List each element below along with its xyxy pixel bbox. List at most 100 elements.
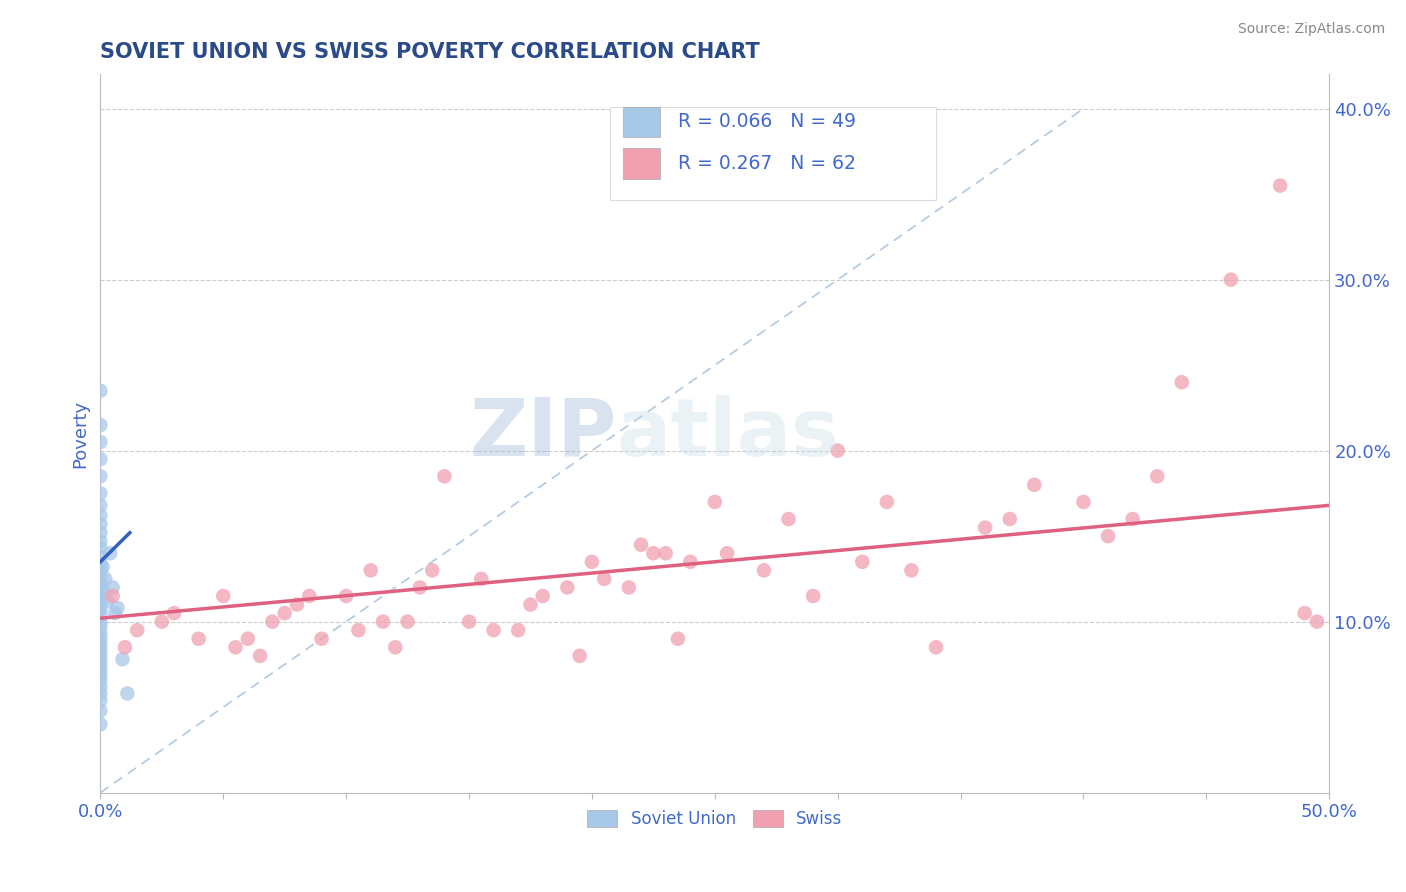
Point bbox=[91, 560, 114, 574]
Point bbox=[89, 534, 111, 549]
Point bbox=[262, 615, 284, 629]
Point bbox=[1219, 272, 1241, 286]
Point bbox=[89, 549, 111, 564]
Point bbox=[225, 640, 247, 655]
Point bbox=[89, 541, 111, 555]
Point bbox=[285, 598, 308, 612]
Point bbox=[433, 469, 456, 483]
Point bbox=[127, 624, 149, 638]
Point bbox=[617, 581, 640, 595]
Point bbox=[581, 555, 603, 569]
Point bbox=[458, 615, 481, 629]
Point bbox=[101, 581, 124, 595]
Point bbox=[335, 589, 357, 603]
Text: ZIP: ZIP bbox=[470, 394, 616, 473]
Point bbox=[89, 652, 111, 666]
Point bbox=[89, 525, 111, 540]
Point bbox=[89, 452, 111, 467]
Point bbox=[531, 589, 554, 603]
Point bbox=[1171, 376, 1194, 390]
Point bbox=[89, 598, 111, 612]
Point bbox=[89, 469, 111, 483]
Point bbox=[89, 435, 111, 450]
Point bbox=[998, 512, 1021, 526]
Point bbox=[1024, 478, 1046, 492]
Point bbox=[101, 589, 124, 603]
Point bbox=[89, 591, 111, 605]
Point bbox=[482, 624, 505, 638]
Point bbox=[470, 572, 492, 586]
Point bbox=[89, 602, 111, 616]
Point bbox=[876, 495, 898, 509]
Point bbox=[630, 538, 652, 552]
Point bbox=[420, 563, 443, 577]
Point bbox=[568, 648, 591, 663]
Point bbox=[778, 512, 800, 526]
Point bbox=[89, 508, 111, 523]
Point bbox=[89, 663, 111, 677]
Point bbox=[89, 417, 111, 432]
Point bbox=[396, 615, 419, 629]
Point bbox=[752, 563, 775, 577]
Text: SOVIET UNION VS SWISS POVERTY CORRELATION CHART: SOVIET UNION VS SWISS POVERTY CORRELATIO… bbox=[100, 42, 761, 62]
Point bbox=[827, 443, 849, 458]
Point bbox=[89, 686, 111, 700]
Point bbox=[212, 589, 235, 603]
Point bbox=[1097, 529, 1119, 543]
Point bbox=[643, 546, 665, 560]
Point bbox=[703, 495, 725, 509]
Point bbox=[679, 555, 702, 569]
Point bbox=[97, 594, 120, 608]
Point bbox=[347, 624, 370, 638]
Point bbox=[89, 620, 111, 634]
Point bbox=[91, 583, 114, 598]
Point bbox=[273, 606, 295, 620]
Point bbox=[716, 546, 738, 560]
Point bbox=[384, 640, 406, 655]
Point bbox=[89, 642, 111, 657]
Point bbox=[1268, 178, 1291, 193]
Point bbox=[89, 667, 111, 681]
Point bbox=[654, 546, 676, 560]
Y-axis label: Poverty: Poverty bbox=[72, 400, 89, 467]
Bar bbox=[623, 148, 659, 178]
Point bbox=[117, 686, 139, 700]
Point bbox=[89, 607, 111, 622]
Point bbox=[1073, 495, 1095, 509]
Point bbox=[557, 581, 579, 595]
Point bbox=[89, 557, 111, 571]
Point bbox=[801, 589, 824, 603]
Point bbox=[236, 632, 259, 646]
Point bbox=[249, 648, 271, 663]
Point bbox=[89, 615, 111, 629]
Point bbox=[89, 499, 111, 513]
FancyBboxPatch shape bbox=[610, 107, 936, 200]
Point bbox=[1122, 512, 1144, 526]
Point bbox=[104, 606, 127, 620]
Point bbox=[89, 637, 111, 651]
Point bbox=[89, 563, 111, 577]
Point bbox=[89, 717, 111, 731]
Text: R = 0.267   N = 62: R = 0.267 N = 62 bbox=[678, 154, 856, 173]
Point bbox=[593, 572, 616, 586]
Point bbox=[111, 652, 134, 666]
Point bbox=[925, 640, 948, 655]
Point bbox=[89, 693, 111, 707]
Point bbox=[1306, 615, 1329, 629]
Point bbox=[98, 546, 121, 560]
Point bbox=[508, 624, 530, 638]
Point bbox=[187, 632, 209, 646]
Point bbox=[298, 589, 321, 603]
Point bbox=[89, 517, 111, 532]
Point bbox=[163, 606, 186, 620]
Point bbox=[89, 704, 111, 718]
Point bbox=[89, 577, 111, 591]
Point bbox=[360, 563, 382, 577]
Text: Source: ZipAtlas.com: Source: ZipAtlas.com bbox=[1237, 22, 1385, 37]
Point bbox=[666, 632, 689, 646]
Bar bbox=[623, 107, 659, 136]
Point bbox=[89, 583, 111, 598]
Point bbox=[89, 647, 111, 661]
Point bbox=[89, 680, 111, 694]
Point bbox=[94, 572, 117, 586]
